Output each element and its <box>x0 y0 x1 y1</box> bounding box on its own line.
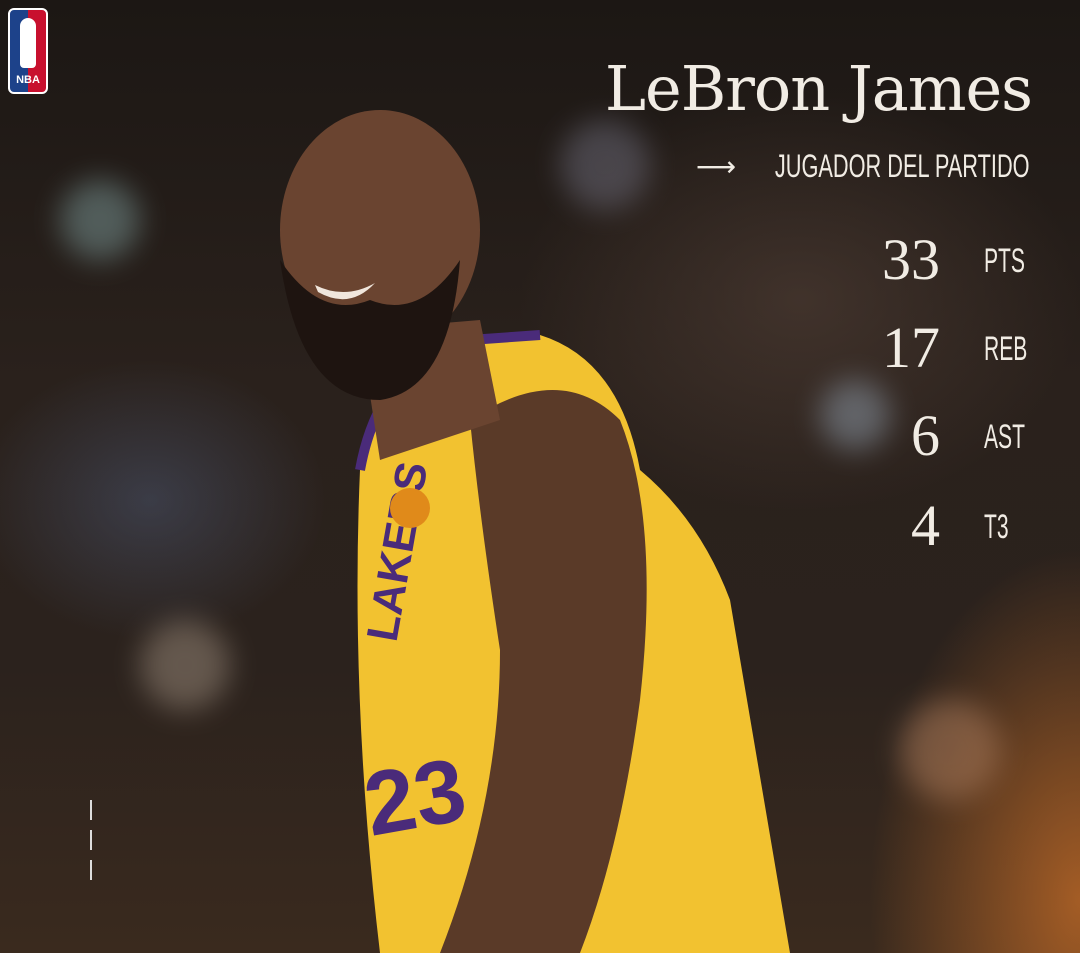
stat-value: 4 <box>911 493 940 558</box>
bokeh <box>60 180 140 260</box>
stat-pts: 33 PTS <box>880 226 1040 306</box>
head <box>280 110 480 350</box>
mouth <box>315 283 375 300</box>
beard <box>280 260 460 400</box>
bokeh <box>900 700 1000 800</box>
player-name: LeBron James <box>604 52 1033 125</box>
subtitle: JUGADOR DEL PARTIDO <box>775 148 1030 184</box>
bokeh <box>560 120 650 210</box>
decorative-dashes <box>90 800 92 885</box>
stat-label: PTS <box>984 242 1025 280</box>
logo-text: NBA <box>16 74 40 86</box>
stat-ast: 6 AST <box>880 402 1040 482</box>
bokeh <box>140 620 230 710</box>
stat-reb: 17 REB <box>880 314 1040 394</box>
stat-label: AST <box>984 418 1025 456</box>
sponsor-patch <box>390 488 430 528</box>
stat-value: 17 <box>882 315 940 380</box>
stat-t3: 4 T3 <box>880 492 1040 572</box>
logo-silhouette <box>20 18 36 68</box>
arrow-right-icon: ⟶ <box>696 150 737 183</box>
stat-label: REB <box>984 330 1028 368</box>
stat-value: 33 <box>882 227 940 292</box>
arm <box>440 390 647 953</box>
stat-value: 6 <box>911 403 940 468</box>
nba-logo: NBA <box>8 8 48 94</box>
stat-label: T3 <box>984 508 1009 546</box>
bokeh <box>820 380 890 450</box>
jersey-number: 23 <box>357 740 473 856</box>
